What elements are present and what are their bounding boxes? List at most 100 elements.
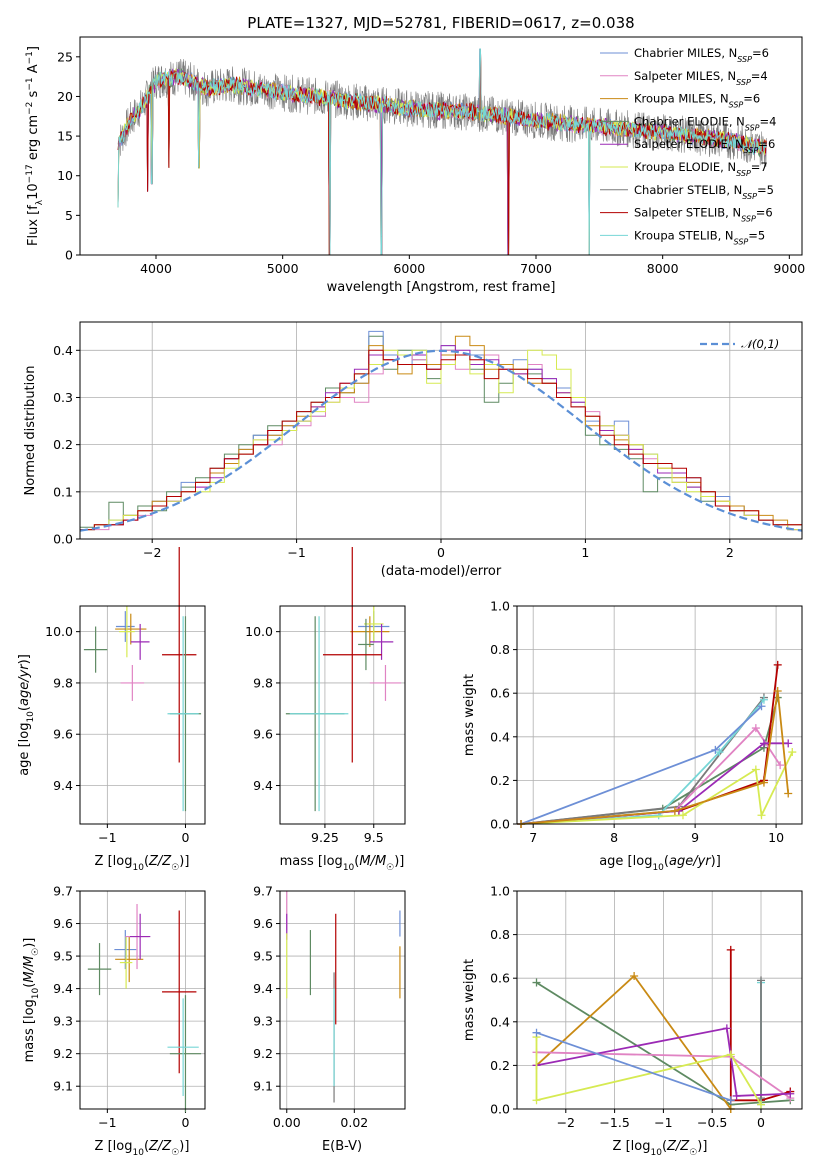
x-tick-label: 0 (181, 1115, 189, 1130)
y-tick-label: 1.0 (490, 884, 510, 899)
y-tick-label: 9.6 (53, 916, 73, 931)
y-tick-label: 20 (57, 89, 73, 104)
plot-frame (79, 605, 206, 825)
x-axis-label: Z [log10(Z/Z☉)] (613, 1139, 708, 1158)
series-point (757, 702, 766, 711)
series-line (520, 697, 765, 825)
series-point (776, 761, 785, 770)
y-tick-label: 9.1 (53, 1079, 73, 1094)
axes-mass-weight-vs-age: 7 8 9 10 0.0 0.2 0.4 0.6 0.8 1.0 age [log10(age/yr… (462, 599, 803, 873)
legend-entry: Salpeter STELIB, NSSP=6 (634, 206, 773, 224)
series-point (670, 806, 679, 815)
y-tick-label: 0.0 (490, 1102, 510, 1117)
legend-entry: Chabrier MILES, NSSP=6 (634, 46, 769, 64)
y-tick-label: 9.5 (53, 949, 73, 964)
x-axis-label: Z [log10(Z/Z☉)] (95, 1139, 190, 1158)
series-point (751, 724, 760, 733)
x-tick-label: −2 (143, 545, 161, 560)
y-tick-label: 9.6 (253, 727, 273, 742)
series-point (715, 748, 724, 757)
x-tick-label: 9000 (773, 261, 805, 276)
y-tick-label: 1.0 (490, 599, 510, 614)
y-tick-label: 10.0 (245, 624, 273, 639)
y-tick-label: 9.7 (253, 884, 273, 899)
legend-entry: Kroupa MILES, NSSP=6 (634, 92, 760, 110)
y-axis-label: mass [log10(M/M☉)] (22, 938, 41, 1063)
y-tick-label: 9.4 (253, 778, 273, 793)
axes-mass-weight-vs-Z: −2 −1.5 −1 −0.5 0 0.0 0.2 0.4 0.6 0.8 1.0 Z [log10(… (462, 884, 803, 1158)
y-tick-label: 25 (57, 49, 73, 64)
series-point (630, 972, 639, 981)
axes-residuals: −2 −1 0 1 2 0.0 0.1 0.2 0.3 0.4 (data-model)/error… (23, 321, 803, 579)
series-point (722, 1024, 731, 1033)
series-point (759, 739, 768, 748)
x-axis-label: age [log10(age/yr)] (599, 854, 721, 873)
x-tick-label: 5000 (267, 261, 299, 276)
x-axis-label: E(B-V) (322, 1139, 362, 1154)
legend-entry: Chabrier ELODIE, NSSP=4 (634, 114, 776, 131)
x-axis-label: (data-model)/error (381, 564, 502, 579)
y-tick-label: 5 (65, 208, 73, 223)
y-tick-label: 9.4 (53, 981, 73, 996)
y-axis-label: age [log10(age/yr)] (17, 654, 36, 776)
x-tick-label: 6000 (393, 261, 425, 276)
y-tick-label: 9.7 (53, 884, 73, 899)
y-tick-label: 9.5 (253, 949, 273, 964)
series-line (520, 699, 765, 825)
y-tick-label: 9.1 (253, 1079, 273, 1094)
series-point (773, 687, 782, 696)
x-tick-label: 0.00 (273, 1115, 301, 1130)
x-tick-label: 7 (529, 830, 537, 845)
plot-frame (79, 321, 803, 540)
y-tick-label: 10 (57, 168, 73, 183)
y-tick-label: 9.4 (53, 778, 73, 793)
y-tick-label: 0.2 (53, 437, 73, 452)
x-tick-label: 0 (437, 545, 445, 560)
x-tick-label: −1 (98, 830, 116, 845)
plot-frame (79, 890, 206, 1110)
series-line (535, 1037, 762, 1106)
y-tick-label: 0.2 (490, 773, 510, 788)
legend-entry: Salpeter ELODIE, NSSP=6 (634, 137, 775, 155)
y-tick-label: 0.6 (490, 971, 510, 986)
y-tick-label: 9.3 (53, 1014, 73, 1029)
y-tick-label: 9.4 (253, 981, 273, 996)
y-tick-label: 0.4 (490, 729, 510, 744)
legend-entry: Kroupa STELIB, NSSP=5 (634, 228, 765, 246)
y-tick-label: 9.8 (53, 675, 73, 690)
x-tick-label: −2 (557, 1115, 575, 1130)
series-line (536, 1031, 732, 1102)
x-tick-label: −1 (287, 545, 305, 560)
series-point (532, 1096, 541, 1105)
y-tick-label: 15 (57, 129, 73, 144)
y-tick-label: 0.0 (490, 817, 510, 832)
x-tick-label: 1 (581, 545, 589, 560)
series-point (732, 1091, 741, 1100)
series-line (536, 1027, 791, 1097)
x-tick-label: 0.02 (340, 1115, 368, 1130)
y-tick-label: 9.8 (253, 675, 273, 690)
series-point (757, 811, 766, 820)
plot-frame (79, 36, 803, 256)
legend-entry: Salpeter MILES, NSSP=4 (634, 69, 768, 87)
y-tick-label: 0.8 (490, 642, 510, 657)
y-axis-label: Flux [fλ10−17 erg cm−2 s−1 A−1] (25, 46, 45, 246)
series (532, 945, 795, 1113)
axes-mass-vs-EBV: 0.00 0.02 9.1 9.2 9.3 9.4 9.5 9.6 9.7 E(B-V) (253, 884, 406, 1154)
points (285, 547, 402, 812)
series-point (786, 1089, 795, 1098)
series-line (520, 697, 779, 825)
series-point (759, 778, 768, 787)
x-tick-label: −1 (654, 1115, 672, 1130)
axes-spectrum: 4000 5000 6000 7000 8000 9000 0 5 10 15 20 25 PLATE=… (25, 14, 805, 295)
series-line (520, 705, 763, 825)
series-point (726, 1096, 735, 1105)
series-point (757, 1100, 766, 1109)
y-axis-label: Normed distribution (23, 366, 38, 496)
spectrum-series-line (117, 48, 767, 255)
series-point (532, 1028, 541, 1037)
series-point (759, 695, 768, 704)
chart-title: PLATE=1327, MJD=52781, FIBERID=0617, z=0… (247, 14, 634, 32)
x-tick-label: −0.5 (697, 1115, 727, 1130)
x-axis-label: wavelength [Angstrom, rest frame] (327, 280, 556, 295)
